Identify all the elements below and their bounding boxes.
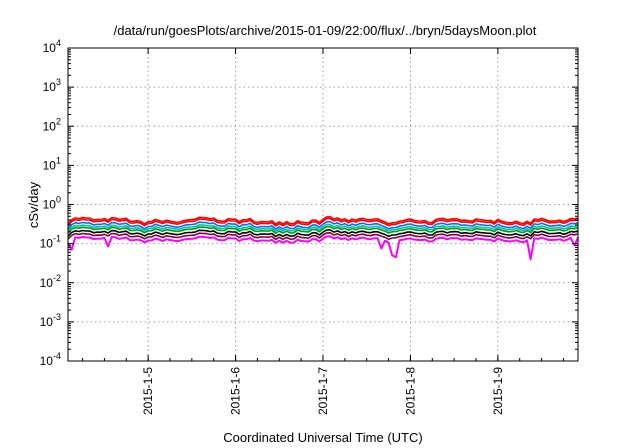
data-series-line <box>67 220 579 230</box>
x-tick-label: 2015-1-8 <box>403 367 417 415</box>
grid <box>68 48 578 361</box>
data-series-line <box>67 232 579 241</box>
y-tick-label: 101 <box>43 155 61 172</box>
y-tick-label: 10-3 <box>40 312 61 329</box>
x-tick-label: 2015-1-6 <box>229 367 243 415</box>
y-axis-label: cSv/day <box>26 181 41 228</box>
y-tick-label: 10-4 <box>40 351 61 368</box>
data-series-group <box>67 216 579 261</box>
x-tick-labels: 2015-1-5 2015-1-6 2015-1-7 2015-1-8 2015-1-9 <box>141 367 505 415</box>
chart-title: /data/run/goesPlots/archive/2015-01-09/2… <box>114 23 537 38</box>
y-tick-label: 102 <box>43 116 61 133</box>
y-tick-label: 104 <box>43 38 61 55</box>
x-tick-label: 2015-1-7 <box>316 367 330 415</box>
y-tick-labels: 10-4 10-3 10-2 10-1 100 101 102 103 104 <box>40 38 61 368</box>
x-tick-label: 2015-1-5 <box>141 367 155 415</box>
y-tick-label: 100 <box>43 195 61 212</box>
y-tick-label: 103 <box>43 77 61 94</box>
data-series-line <box>67 223 579 232</box>
y-tick-label: 10-2 <box>40 273 61 290</box>
data-series-line <box>67 235 579 261</box>
ticks <box>68 47 578 362</box>
y-tick-label: 10-1 <box>40 234 61 251</box>
data-series-line <box>67 216 579 225</box>
data-series-line <box>67 229 579 238</box>
x-axis-label: Coordinated Universal Time (UTC) <box>223 430 422 445</box>
data-series-line <box>67 217 579 227</box>
data-series-line <box>67 225 579 234</box>
x-tick-label: 2015-1-9 <box>491 367 505 415</box>
